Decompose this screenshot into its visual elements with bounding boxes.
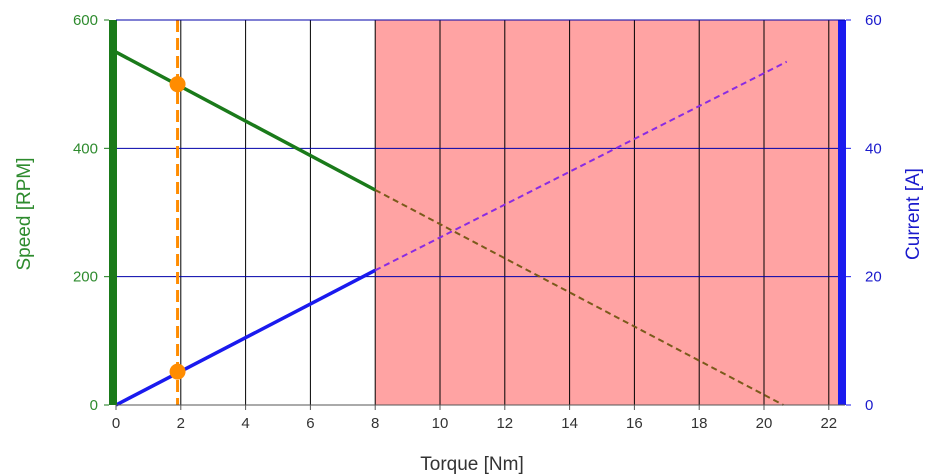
x-tick-label-10: 10 <box>432 415 449 432</box>
x-tick-label-6: 6 <box>306 415 314 432</box>
overload-region-layer <box>375 20 845 405</box>
operating-point-current-marker <box>169 363 186 380</box>
series-current-dashed <box>374 60 788 272</box>
series-speed-solid <box>115 50 377 192</box>
tick-labels-layer: 0 2 4 6 8 10 12 14 16 18 20 22 0 200 400 600 0 20 40 60 <box>73 12 882 432</box>
series-current-solid <box>115 268 377 407</box>
overload-region <box>375 20 845 405</box>
right-tick-label-0: 0 <box>865 397 873 414</box>
left-axis-bar <box>109 20 117 405</box>
x-tick-label-16: 16 <box>626 415 643 432</box>
series-speed-dashed <box>374 189 784 406</box>
x-tick-label-0: 0 <box>112 415 120 432</box>
right-tick-label-60: 60 <box>865 12 882 29</box>
x-tick-label-14: 14 <box>561 415 578 432</box>
axes-layer <box>109 19 846 406</box>
left-y-axis-title: Speed [RPM] <box>14 158 35 271</box>
x-axis-title: Torque [Nm] <box>420 454 523 475</box>
left-tick-label-400: 400 <box>73 140 98 157</box>
right-y-axis-title: Current [A] <box>903 168 924 260</box>
left-tick-label-600: 600 <box>73 12 98 29</box>
x-tick-label-8: 8 <box>371 415 379 432</box>
right-tick-label-20: 20 <box>865 269 882 286</box>
x-tick-label-2: 2 <box>177 415 185 432</box>
x-tick-label-12: 12 <box>496 415 513 432</box>
x-tick-label-20: 20 <box>756 415 773 432</box>
right-tick-label-40: 40 <box>865 140 882 157</box>
left-tick-label-200: 200 <box>73 269 98 286</box>
operating-point-speed-marker <box>169 76 186 93</box>
series-layer <box>115 20 788 407</box>
x-tick-label-18: 18 <box>691 415 708 432</box>
x-tick-label-22: 22 <box>820 415 837 432</box>
right-axis-bar <box>838 20 846 405</box>
x-tick-label-4: 4 <box>241 415 249 432</box>
left-tick-label-0: 0 <box>90 397 98 414</box>
